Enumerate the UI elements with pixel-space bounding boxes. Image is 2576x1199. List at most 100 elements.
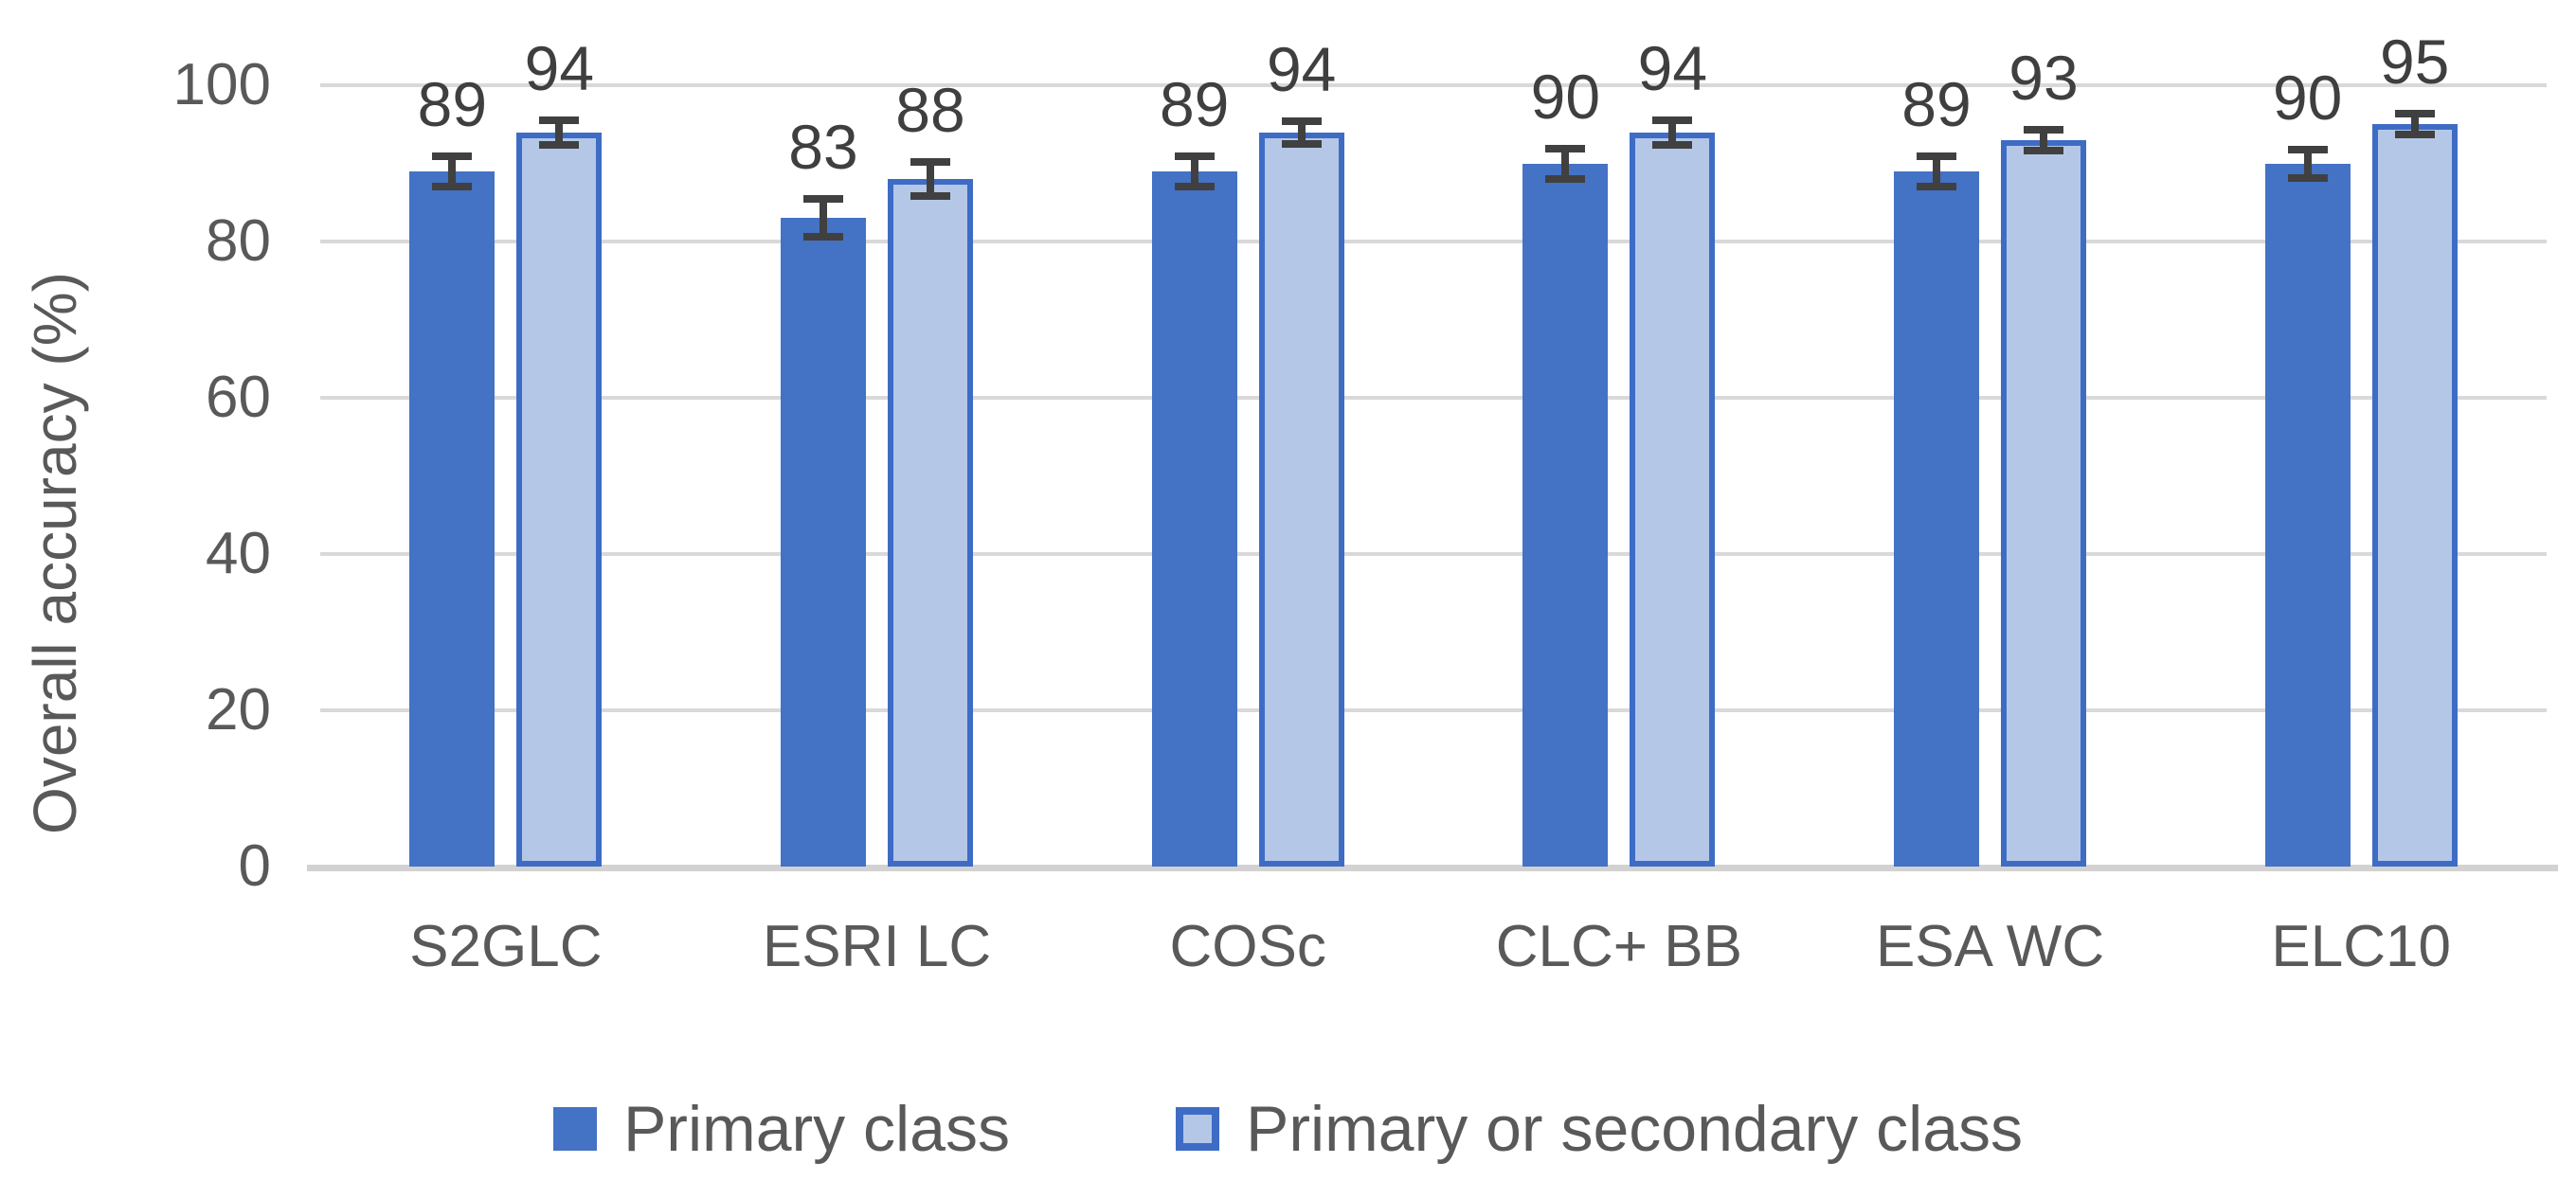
plot-area: 89 94 83 88 89 94 90 94 89 93 90 95: [307, 30, 2558, 871]
error-bar: [1297, 120, 1306, 144]
error-bar-cap: [539, 116, 580, 124]
data-label: 90: [2272, 62, 2343, 133]
bar-primary-class: 90: [1522, 65, 1609, 867]
bar-fill: [2264, 163, 2351, 867]
y-tick-label: 80: [206, 208, 271, 274]
x-category-label: S2GLC: [409, 914, 603, 979]
error-bar: [555, 119, 564, 145]
error-bar-cap: [2287, 145, 2328, 153]
bar-fill: [1151, 170, 1237, 867]
data-label: 94: [1637, 32, 1708, 103]
y-tick-label: 0: [238, 833, 271, 899]
x-category-label: ESRI LC: [762, 914, 992, 979]
bar-groups: 89 94 83 88 89 94 90 94 89 93 90 95: [320, 30, 2547, 867]
bar-group: 90 95: [2175, 30, 2547, 867]
gridline: [320, 708, 2547, 712]
error-bar-cap: [2287, 173, 2328, 182]
x-category-label: COSc: [1169, 914, 1326, 979]
error-bar-cap: [432, 152, 473, 160]
data-label: 90: [1530, 61, 1601, 132]
error-bar: [927, 162, 934, 196]
data-label: 89: [1159, 68, 1230, 139]
legend: Primary class Primary or secondary class: [0, 1097, 2576, 1161]
error-bar-cap: [432, 182, 473, 190]
bar-fill: [2001, 139, 2087, 867]
error-bar: [1190, 155, 1198, 187]
error-bar-cap: [1652, 116, 1693, 124]
x-axis-category-labels: S2GLC ESRI LC COSc CLC+ BB ESA WC ELC10: [320, 914, 2547, 979]
error-bar-cap: [1917, 152, 1957, 160]
bar-fill: [781, 218, 866, 867]
error-bar: [2040, 129, 2048, 151]
bar-fill: [2371, 124, 2458, 867]
bar-group: 83 88: [692, 79, 1063, 867]
data-label: 89: [417, 68, 488, 139]
data-label: 94: [1266, 33, 1337, 104]
error-bar-cap: [803, 195, 843, 204]
bar-primary-or-secondary-class: 93: [2001, 46, 2087, 867]
error-bar-cap: [1545, 144, 1586, 152]
error-bar-cap: [2394, 110, 2435, 118]
legend-label: Primary or secondary class: [1246, 1093, 2024, 1165]
error-bar-cap: [1281, 139, 1322, 148]
legend-swatch-icon: [552, 1107, 597, 1151]
bar-primary-or-secondary-class: 94: [1630, 37, 1716, 867]
error-bar-cap: [910, 158, 950, 166]
bar-primary-or-secondary-class: 95: [2371, 30, 2458, 867]
gridline: [320, 83, 2547, 87]
error-bar: [1561, 148, 1570, 179]
x-axis-line: [307, 865, 2558, 871]
legend-swatch-icon: [1176, 1107, 1219, 1151]
error-bar-cap: [1545, 174, 1586, 183]
bar-primary-or-secondary-class: 88: [888, 79, 973, 867]
error-bar: [820, 199, 827, 238]
error-bar-cap: [2394, 131, 2435, 139]
legend-item-primary-class: Primary class: [552, 1093, 1010, 1165]
error-bar-cap: [1174, 182, 1215, 190]
bar-fill: [1258, 132, 1344, 867]
legend-item-primary-or-secondary-class: Primary or secondary class: [1176, 1097, 2023, 1161]
bar-primary-class: 89: [1151, 73, 1237, 867]
x-category-label: ELC10: [2271, 914, 2451, 979]
data-label: 93: [2009, 42, 2079, 113]
error-bar-cap: [539, 140, 580, 149]
legend-label: Primary class: [622, 1093, 1010, 1165]
bar-primary-class: 83: [781, 116, 866, 867]
bar-primary-class: 89: [409, 73, 495, 867]
data-label: 88: [895, 75, 965, 145]
error-bar: [2410, 114, 2419, 135]
bar-primary-or-secondary-class: 94: [1258, 38, 1344, 867]
x-category-label: CLC+ BB: [1495, 914, 1742, 979]
y-axis-tick-labels: 0 20 40 60 80 100: [0, 56, 286, 896]
data-label: 89: [1901, 68, 1972, 139]
y-tick-label: 60: [206, 365, 271, 430]
error-bar-cap: [2024, 125, 2064, 134]
bar-fill: [1522, 163, 1609, 867]
data-label: 94: [524, 32, 595, 103]
y-tick-label: 100: [172, 52, 271, 117]
data-label: 83: [788, 112, 858, 183]
data-label: 95: [2379, 27, 2450, 98]
error-bar-cap: [803, 233, 843, 242]
error-bar: [1933, 155, 1941, 187]
bar-group: 89 94: [320, 37, 692, 867]
bar-primary-class: 89: [1894, 73, 1980, 867]
error-bar-cap: [1281, 116, 1322, 125]
bar-fill: [1894, 170, 1980, 867]
gridline: [320, 396, 2547, 400]
y-tick-label: 20: [206, 677, 271, 743]
bar-fill: [888, 179, 973, 867]
gridline: [320, 552, 2547, 556]
error-bar: [448, 155, 457, 187]
bar-fill: [409, 170, 495, 867]
error-bar: [2303, 149, 2312, 178]
bar-group: 89 94: [1062, 38, 1433, 867]
bar-group: 89 93: [1805, 46, 2176, 867]
error-bar: [1668, 119, 1677, 145]
error-bar-cap: [1652, 140, 1693, 149]
error-bar-cap: [2024, 146, 2064, 154]
error-bar-cap: [1174, 152, 1215, 160]
error-bar-cap: [1917, 182, 1957, 190]
bar-group: 90 94: [1433, 37, 1805, 867]
